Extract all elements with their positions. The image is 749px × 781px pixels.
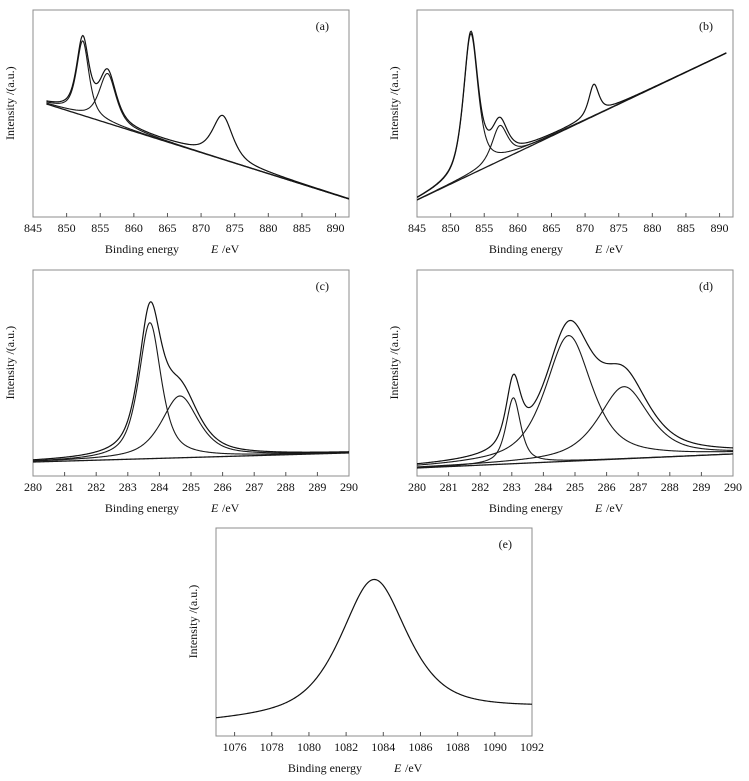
x-tick-label: 290: [340, 480, 358, 494]
x-tick-label: 286: [598, 480, 616, 494]
component-peak-2: [33, 395, 349, 462]
component-peak-1: [33, 322, 349, 462]
x-tick-label: 860: [125, 221, 143, 235]
component-peak-1: [46, 40, 349, 200]
x-tick-label: 285: [182, 480, 200, 494]
component-peak-2: [46, 72, 349, 200]
panel-label: (d): [699, 279, 713, 293]
x-tick-label: 1082: [334, 740, 358, 754]
plot-frame: [416, 9, 734, 218]
x-tick-label: 289: [308, 480, 326, 494]
x-tick-label: 1084: [371, 740, 395, 754]
x-tick-label: 870: [192, 221, 210, 235]
x-axis-title: Binding energy: [288, 761, 362, 775]
panel-label: (e): [499, 537, 512, 551]
x-axis-symbol: E: [594, 242, 603, 256]
x-tick-label: 860: [509, 221, 527, 235]
x-axis-title: Binding energy: [489, 501, 563, 515]
x-axis-title: Binding energy: [105, 242, 179, 256]
x-tick-label: 875: [226, 221, 244, 235]
x-tick-label: 1086: [408, 740, 432, 754]
panel-d: 280 281 282 283 284 285 286 287 288 289 290 Binding…: [387, 269, 742, 515]
component-peak-2: [417, 335, 733, 466]
component-peak-1: [417, 33, 727, 198]
x-tick-label: 282: [87, 480, 105, 494]
envelope-line: [216, 578, 532, 719]
x-tick-label: 865: [158, 221, 176, 235]
x-tick-label: 282: [471, 480, 489, 494]
x-tick-label: 890: [327, 221, 345, 235]
x-tick-label: 885: [677, 221, 695, 235]
x-tick-label: 281: [440, 480, 458, 494]
x-tick-label: 850: [58, 221, 76, 235]
x-axis-symbol: E: [210, 501, 219, 515]
x-tick-label: 1092: [520, 740, 544, 754]
x-tick-label: 289: [692, 480, 710, 494]
panel-c: 280 281 282 283 284 285 286 287 288 289 290 Binding…: [3, 269, 358, 515]
y-axis-title: Intensity /(a.u.): [186, 585, 200, 659]
x-tick-label: 890: [711, 221, 729, 235]
x-tick-label: 885: [293, 221, 311, 235]
panel-b: 845 850 855 860 865 870 875 880 885 890 Binding en…: [387, 9, 734, 256]
baseline-line: [33, 452, 349, 463]
y-axis-title: Intensity /(a.u.): [3, 326, 17, 400]
x-axis-unit: /eV: [405, 761, 423, 775]
x-tick-label: 875: [610, 221, 628, 235]
x-tick-label: 1080: [297, 740, 321, 754]
x-tick-label: 845: [24, 221, 42, 235]
panel-label: (c): [316, 279, 329, 293]
y-axis-title: Intensity /(a.u.): [387, 326, 401, 400]
x-axis-title: Binding energy: [105, 501, 179, 515]
x-tick-label: 880: [643, 221, 661, 235]
envelope-line: [46, 34, 349, 200]
x-tick-label: 865: [542, 221, 560, 235]
x-axis-unit: /eV: [606, 242, 624, 256]
x-tick-label: 281: [56, 480, 74, 494]
panel-label: (b): [699, 19, 713, 33]
panel-label: (a): [316, 19, 329, 33]
x-tick-label: 1088: [446, 740, 470, 754]
x-axis-symbol: E: [393, 761, 402, 775]
x-tick-label: 284: [534, 480, 552, 494]
x-tick-label: 855: [91, 221, 109, 235]
panel-e: 1076 1078 1080 1082 1084 1086 1088 1090 1092 Bind…: [186, 527, 544, 775]
x-tick-label: 288: [277, 480, 295, 494]
x-axis-symbol: E: [594, 501, 603, 515]
plot-frame: [32, 9, 350, 218]
x-axis-unit: /eV: [606, 501, 624, 515]
x-tick-label: 1090: [483, 740, 507, 754]
x-tick-label: 287: [245, 480, 263, 494]
x-tick-label: 286: [214, 480, 232, 494]
x-tick-label: 845: [408, 221, 426, 235]
envelope-line: [417, 30, 727, 198]
x-tick-label: 288: [661, 480, 679, 494]
envelope-line: [33, 301, 349, 461]
x-tick-label: 850: [442, 221, 460, 235]
x-axis-symbol: E: [210, 242, 219, 256]
x-tick-label: 287: [629, 480, 647, 494]
x-tick-label: 280: [24, 480, 42, 494]
x-tick-label: 855: [475, 221, 493, 235]
plot-frame: [32, 269, 350, 477]
x-tick-label: 290: [724, 480, 742, 494]
y-axis-title: Intensity /(a.u.): [387, 66, 401, 140]
x-tick-label: 1076: [223, 740, 247, 754]
x-tick-label: 284: [150, 480, 168, 494]
x-tick-label: 880: [259, 221, 277, 235]
x-axis-unit: /eV: [222, 501, 240, 515]
x-tick-label: 283: [119, 480, 137, 494]
x-tick-label: 280: [408, 480, 426, 494]
x-tick-label: 1078: [260, 740, 284, 754]
plot-frame: [215, 527, 533, 737]
x-axis-title: Binding energy: [489, 242, 563, 256]
panel-a: 845 850 855 860 865 870 875 880 885 890 Binding en…: [3, 9, 350, 256]
component-peak-3: [417, 386, 733, 468]
x-axis-unit: /eV: [222, 242, 240, 256]
x-tick-label: 285: [566, 480, 584, 494]
x-tick-label: 870: [576, 221, 594, 235]
y-axis-title: Intensity /(a.u.): [3, 66, 17, 140]
x-tick-label: 283: [503, 480, 521, 494]
envelope-line: [417, 319, 733, 465]
